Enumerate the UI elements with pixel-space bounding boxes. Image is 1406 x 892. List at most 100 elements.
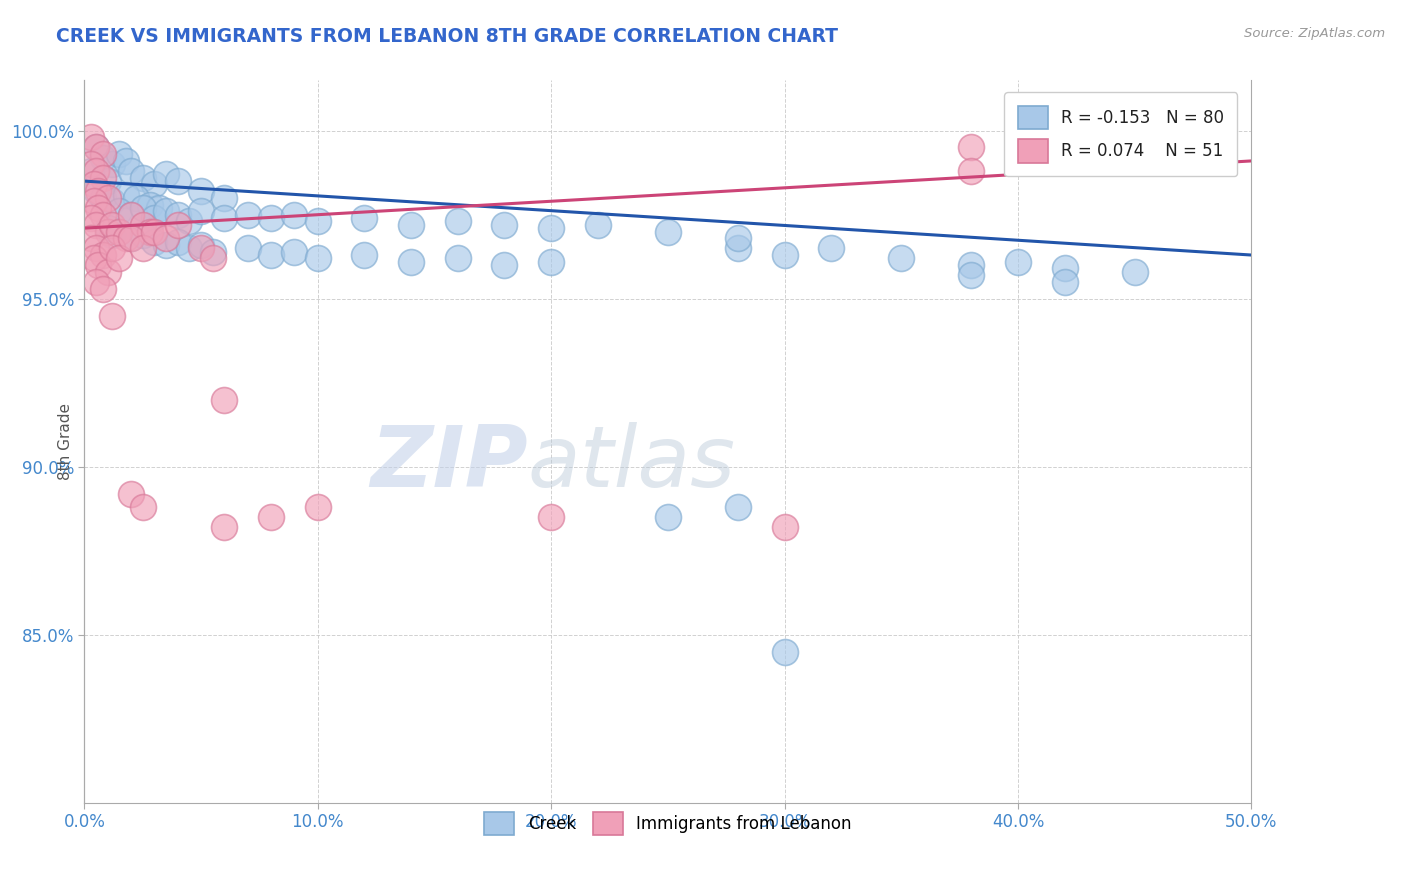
Point bbox=[960, 268, 983, 283]
Point bbox=[97, 221, 120, 235]
Point bbox=[307, 500, 329, 514]
Point bbox=[657, 225, 679, 239]
Point bbox=[84, 140, 107, 154]
Point bbox=[101, 309, 124, 323]
Point bbox=[155, 167, 177, 181]
Point bbox=[125, 191, 148, 205]
Point bbox=[494, 258, 516, 272]
Point bbox=[201, 244, 224, 259]
Point bbox=[494, 218, 516, 232]
Point bbox=[283, 208, 305, 222]
Point bbox=[657, 510, 679, 524]
Point bbox=[115, 153, 138, 168]
Point bbox=[80, 231, 103, 245]
Point bbox=[120, 208, 142, 222]
Point bbox=[101, 194, 124, 209]
Point bbox=[143, 235, 166, 249]
Point bbox=[132, 170, 155, 185]
Point bbox=[91, 208, 114, 222]
Point bbox=[132, 201, 155, 215]
Point bbox=[773, 644, 796, 658]
Point bbox=[155, 238, 177, 252]
Point bbox=[108, 204, 131, 219]
Point bbox=[132, 500, 155, 514]
Point bbox=[84, 275, 107, 289]
Point bbox=[84, 164, 107, 178]
Point bbox=[727, 231, 749, 245]
Point bbox=[138, 197, 160, 211]
Point bbox=[399, 218, 422, 232]
Point bbox=[84, 140, 107, 154]
Point bbox=[960, 258, 983, 272]
Point bbox=[83, 194, 105, 209]
Point bbox=[260, 248, 283, 262]
Point bbox=[108, 252, 131, 266]
Point bbox=[143, 211, 166, 225]
Point bbox=[214, 392, 236, 407]
Point bbox=[132, 218, 155, 232]
Point bbox=[83, 178, 105, 192]
Point bbox=[1053, 275, 1076, 289]
Point bbox=[80, 130, 103, 145]
Point bbox=[1053, 261, 1076, 276]
Point bbox=[190, 238, 212, 252]
Point bbox=[179, 214, 201, 228]
Text: Source: ZipAtlas.com: Source: ZipAtlas.com bbox=[1244, 27, 1385, 40]
Point bbox=[890, 252, 912, 266]
Point bbox=[773, 520, 796, 534]
Point bbox=[353, 248, 375, 262]
Point bbox=[260, 211, 283, 225]
Point bbox=[727, 500, 749, 514]
Point bbox=[166, 235, 188, 249]
Point bbox=[143, 225, 166, 239]
Point bbox=[97, 265, 120, 279]
Point bbox=[132, 227, 155, 242]
Point bbox=[727, 241, 749, 255]
Point bbox=[87, 258, 110, 272]
Point bbox=[773, 248, 796, 262]
Point bbox=[960, 164, 983, 178]
Point bbox=[91, 151, 114, 165]
Point bbox=[84, 218, 107, 232]
Point bbox=[960, 140, 983, 154]
Point bbox=[307, 214, 329, 228]
Point bbox=[179, 241, 201, 255]
Point bbox=[101, 227, 124, 242]
Point bbox=[91, 147, 114, 161]
Point bbox=[353, 211, 375, 225]
Point bbox=[120, 208, 142, 222]
Point bbox=[201, 252, 224, 266]
Point bbox=[120, 231, 142, 245]
Point bbox=[307, 252, 329, 266]
Point bbox=[190, 204, 212, 219]
Point bbox=[97, 225, 120, 239]
Point bbox=[108, 147, 131, 161]
Point bbox=[260, 510, 283, 524]
Point bbox=[91, 282, 114, 296]
Text: atlas: atlas bbox=[527, 422, 735, 505]
Point bbox=[138, 225, 160, 239]
Point bbox=[1007, 254, 1029, 268]
Point bbox=[283, 244, 305, 259]
Point bbox=[190, 184, 212, 198]
Point bbox=[83, 252, 105, 266]
Point bbox=[120, 164, 142, 178]
Point bbox=[1123, 265, 1146, 279]
Point bbox=[84, 184, 107, 198]
Point bbox=[586, 218, 609, 232]
Point bbox=[80, 211, 103, 225]
Point bbox=[80, 164, 103, 178]
Point bbox=[540, 510, 562, 524]
Point bbox=[214, 211, 236, 225]
Point bbox=[540, 221, 562, 235]
Point bbox=[108, 225, 131, 239]
Point bbox=[120, 231, 142, 245]
Point bbox=[101, 218, 124, 232]
Point bbox=[84, 241, 107, 255]
Point bbox=[87, 184, 110, 198]
Text: ZIP: ZIP bbox=[370, 422, 527, 505]
Point bbox=[399, 254, 422, 268]
Point bbox=[155, 231, 177, 245]
Point bbox=[91, 191, 114, 205]
Point bbox=[540, 254, 562, 268]
